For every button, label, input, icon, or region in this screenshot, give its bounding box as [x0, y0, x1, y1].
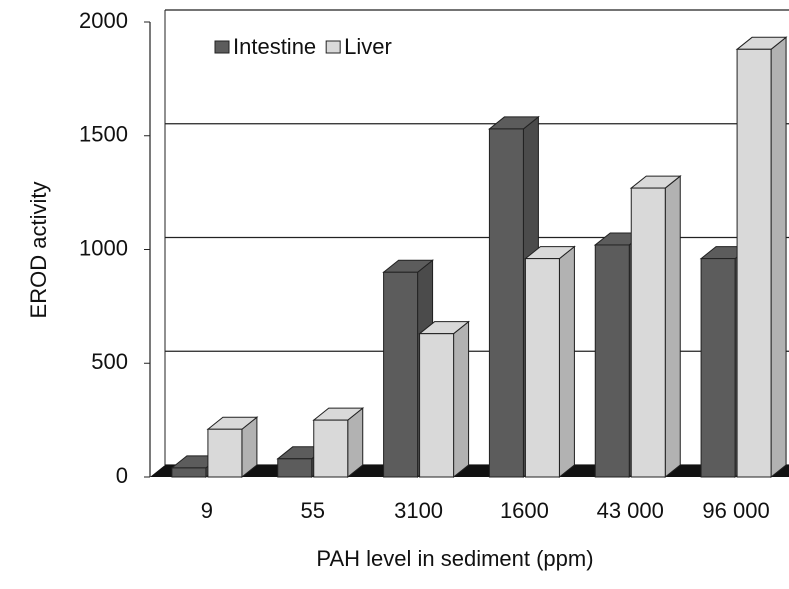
- bar-side-shade: [453, 321, 469, 477]
- y-tick-label: 2000: [79, 8, 128, 33]
- x-tick-label: 55: [301, 498, 325, 523]
- bar-side-shade: [241, 417, 257, 477]
- bar-side-shade: [347, 408, 363, 477]
- x-tick-label: 9: [201, 498, 213, 523]
- bar: [277, 458, 313, 478]
- legend-label: Intestine: [233, 34, 316, 59]
- bar: [171, 467, 207, 478]
- y-axis-label: EROD activity: [26, 182, 51, 319]
- x-tick-label: 3100: [394, 498, 443, 523]
- bar: [383, 271, 419, 478]
- bar: [736, 48, 772, 478]
- x-axis-label: PAH level in sediment (ppm): [316, 546, 593, 571]
- bar-side-shade: [559, 246, 575, 477]
- bar: [207, 428, 243, 478]
- bar-side-shade: [665, 176, 681, 477]
- bar: [594, 244, 630, 478]
- bar: [630, 187, 666, 478]
- y-tick-label: 1000: [79, 235, 128, 260]
- y-tick-label: 500: [91, 349, 128, 374]
- legend-label: Liver: [344, 34, 392, 59]
- x-tick-label: 96 000: [702, 498, 769, 523]
- bar-side-shade: [771, 37, 787, 478]
- bar: [700, 258, 736, 478]
- legend-swatch: [214, 40, 230, 54]
- y-tick-label: 0: [116, 463, 128, 488]
- bar: [313, 419, 349, 478]
- bar: [488, 128, 524, 478]
- bar: [419, 333, 455, 478]
- x-tick-label: 43 000: [597, 498, 664, 523]
- y-tick-label: 1500: [79, 122, 128, 147]
- x-tick-label: 1600: [500, 498, 549, 523]
- bar: [524, 258, 560, 478]
- legend-swatch: [325, 40, 341, 54]
